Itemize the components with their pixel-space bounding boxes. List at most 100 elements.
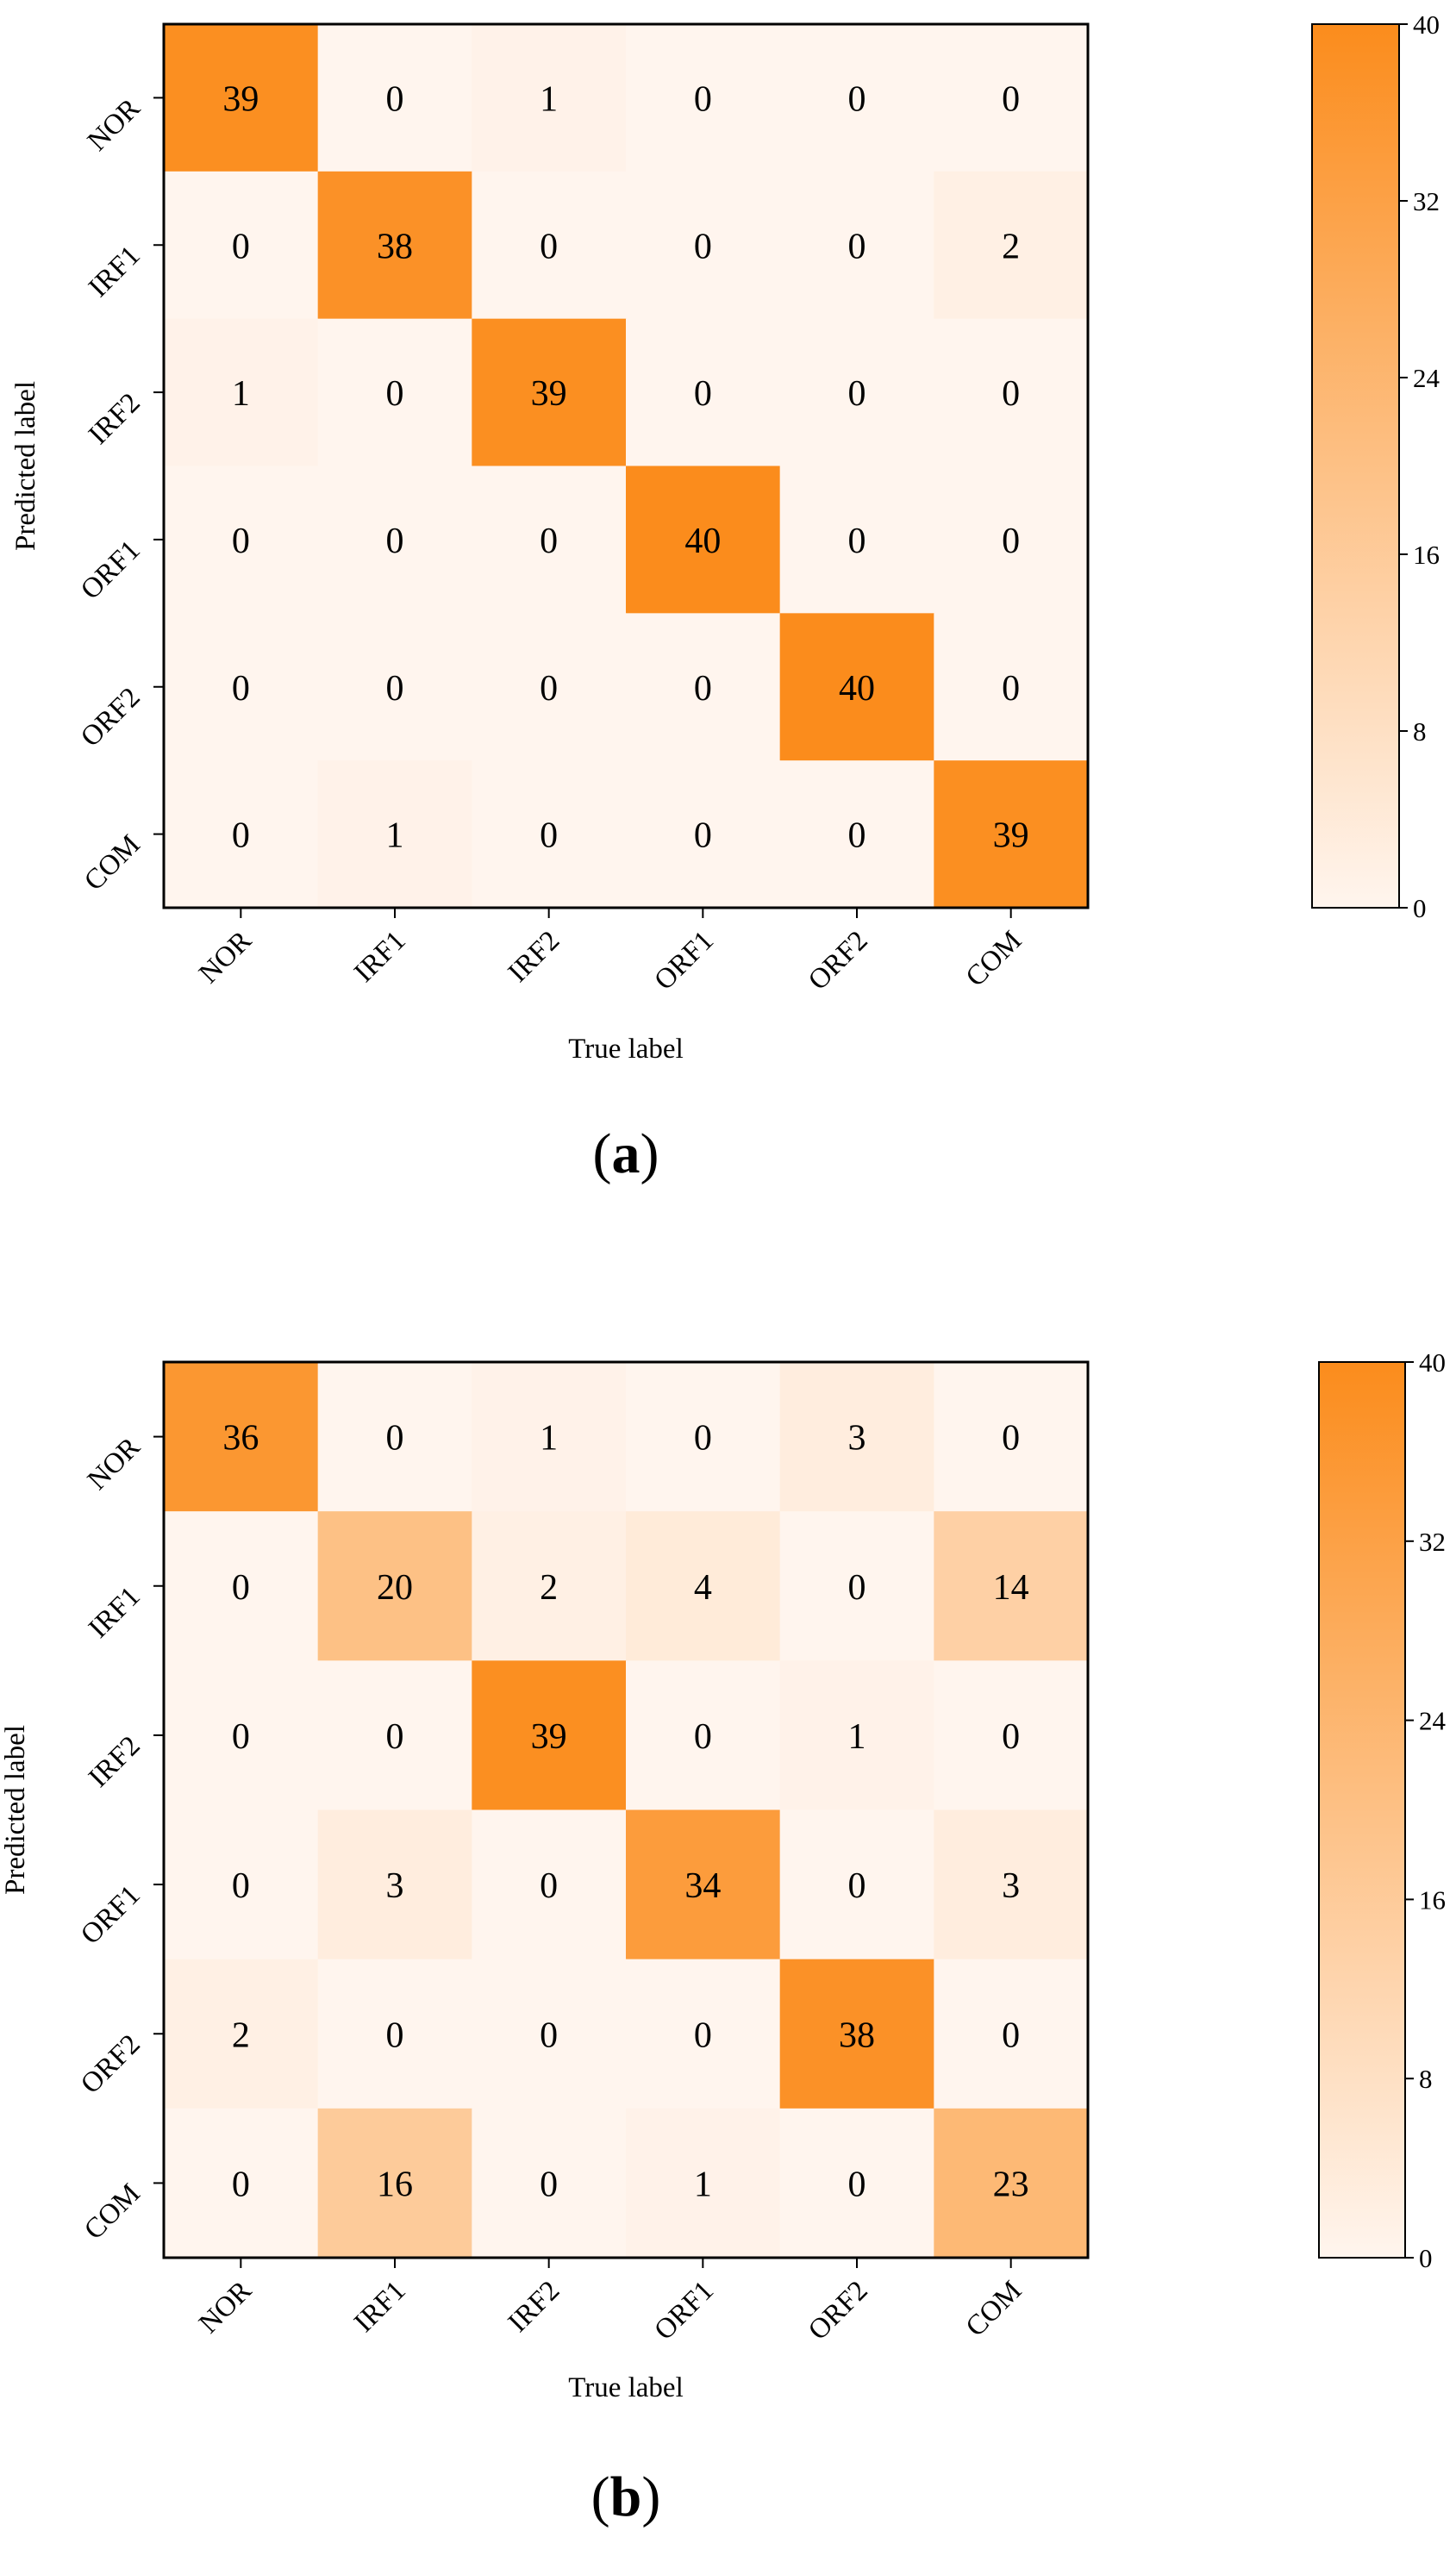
x-tick-label: COM (960, 2275, 1028, 2343)
cell-value-label: 0 (848, 2165, 866, 2204)
heatmap-cell (779, 1660, 934, 1810)
heatmap-cell (934, 613, 1089, 761)
y-axis-title: Predicted label (10, 381, 41, 551)
cell-value-label: 0 (1002, 1717, 1020, 1757)
colorbar-tick-label: 16 (1413, 540, 1440, 570)
x-tick-label: ORF2 (803, 925, 874, 997)
y-tick-label: IRF1 (83, 1581, 146, 1644)
cell-value-label: 0 (694, 669, 712, 709)
cell-value-label: 36 (222, 1419, 259, 1459)
x-tick-label: ORF1 (648, 2275, 720, 2346)
heatmap-cell (779, 1511, 934, 1661)
y-tick-label: ORF2 (75, 2028, 147, 2100)
heatmap-cell (317, 318, 472, 466)
heatmap-cell (317, 613, 472, 761)
cell-value-label: 0 (848, 816, 866, 856)
heatmap-cell (779, 466, 934, 614)
x-tick-label: IRF2 (503, 2275, 566, 2338)
colorbar-tick-label: 8 (1419, 2064, 1433, 2094)
colorbar-tick-label: 16 (1419, 1884, 1446, 1915)
heatmap-cell (934, 2108, 1089, 2259)
x-tick-label: ORF2 (803, 2275, 874, 2346)
heatmap-cell (164, 2108, 319, 2259)
heatmap-cell (164, 1959, 319, 2109)
cell-value-label: 0 (848, 1568, 866, 1608)
colorbar-tick-label: 8 (1413, 716, 1427, 747)
cell-value-label: 0 (232, 2165, 250, 2204)
heatmap-cell (164, 171, 319, 320)
cell-value-label: 0 (1002, 79, 1020, 119)
cell-value-label: 39 (531, 374, 567, 414)
y-tick-label: IRF2 (83, 1730, 146, 1793)
cell-value-label: 0 (694, 2015, 712, 2055)
colorbar (1311, 23, 1400, 909)
cell-value-label: 4 (694, 1568, 712, 1608)
cell-value-label: 0 (540, 816, 558, 856)
cell-value-label: 0 (694, 816, 712, 856)
heatmap-cell (779, 1362, 934, 1512)
cell-value-label: 0 (694, 374, 712, 414)
cell-value-label: 0 (386, 374, 404, 414)
cell-value-label: 0 (540, 669, 558, 709)
y-tick-label: ORF1 (75, 534, 147, 606)
x-tick-label: IRF1 (348, 2275, 411, 2338)
heatmap-cell (934, 466, 1089, 614)
x-tick-label: NOR (193, 2275, 258, 2340)
cell-value-label: 0 (232, 1717, 250, 1757)
heatmap-cell (934, 171, 1089, 320)
y-tick-label: ORF2 (75, 682, 147, 753)
heatmap-cell (934, 24, 1089, 172)
cell-value-label: 0 (848, 227, 866, 266)
cell-value-label: 3 (386, 1866, 404, 1906)
heatmap-cell (472, 2108, 627, 2259)
heatmap-cell (472, 466, 627, 614)
heatmap-cell (934, 1660, 1089, 1810)
cell-value-label: 0 (386, 669, 404, 709)
cell-value-label: 39 (222, 79, 259, 119)
heatmap-cell (472, 1511, 627, 1661)
heatmap-cell (934, 1511, 1089, 1661)
colorbar-tick-label: 40 (1419, 1347, 1446, 1378)
cell-value-label: 34 (684, 1866, 721, 1906)
heatmap-cell (472, 1362, 627, 1512)
cell-value-label: 0 (232, 1866, 250, 1906)
heatmap-cell (779, 613, 934, 761)
cell-value-label: 40 (684, 522, 721, 561)
x-tick-label: IRF1 (348, 925, 411, 988)
heatmap-cell (472, 318, 627, 466)
heatmap-cell (317, 2108, 472, 2259)
panel-label: (a) (593, 1122, 659, 1185)
cell-value-label: 1 (232, 374, 250, 414)
cell-value-label: 1 (694, 2165, 712, 2204)
heatmap-cell (164, 613, 319, 761)
heatmap-cell (934, 1809, 1089, 1960)
cell-value-label: 0 (232, 816, 250, 856)
colorbar (1318, 1361, 1406, 2259)
heatmap-cell (164, 760, 319, 909)
heatmap-frame (162, 22, 1090, 909)
heatmap-frame (162, 1360, 1090, 2259)
cell-value-label: 23 (993, 2165, 1029, 2204)
y-tick-label: COM (78, 2178, 147, 2246)
x-tick-label: ORF1 (648, 925, 720, 997)
heatmap-cell (934, 1362, 1089, 1512)
heatmap-cell (317, 1362, 472, 1512)
heatmap-cell (934, 1959, 1089, 2109)
cell-value-label: 0 (848, 374, 866, 414)
heatmap-cell (472, 613, 627, 761)
cell-value-label: 3 (1002, 1866, 1020, 1906)
cell-value-label: 0 (540, 1866, 558, 1906)
cell-value-label: 1 (540, 1419, 558, 1459)
cell-value-label: 0 (1002, 669, 1020, 709)
cell-value-label: 14 (993, 1568, 1029, 1608)
heatmap-cell (626, 466, 781, 614)
heatmap-cell (164, 466, 319, 614)
cell-value-label: 3 (848, 1419, 866, 1459)
cell-value-label: 0 (232, 1568, 250, 1608)
y-tick-label: NOR (82, 1432, 147, 1497)
heatmap-cell (779, 760, 934, 909)
x-tick-label: NOR (193, 925, 258, 990)
cell-value-label: 0 (694, 227, 712, 266)
heatmap-cell (779, 24, 934, 172)
